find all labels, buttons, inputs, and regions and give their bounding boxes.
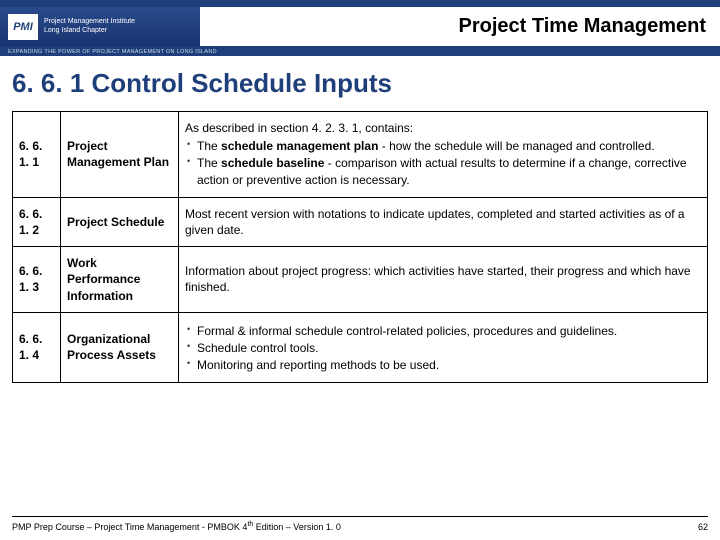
bullet-item: Monitoring and reporting methods to be u…	[185, 357, 701, 373]
table-row: 6. 6. 1. 4Organizational Process Assets F…	[13, 312, 708, 383]
inputs-table: 6. 6. 1. 1Project Management Plan As desc…	[12, 111, 708, 383]
row-name: Project Management Plan	[61, 112, 179, 198]
row-number: 6. 6. 1. 3	[13, 247, 61, 313]
row-number: 6. 6. 1. 4	[13, 312, 61, 383]
tagline-bar: EXPANDING THE POWER OF PROJECT MANAGEMEN…	[0, 48, 720, 56]
slide-footer: PMP Prep Course – Project Time Managemen…	[12, 516, 708, 532]
pmi-logo: PMI Project Management Institute Long Is…	[0, 7, 200, 46]
pmi-logo-mark: PMI	[8, 14, 38, 40]
row-intro: As described in section 4. 2. 3. 1, cont…	[185, 120, 701, 136]
row-description: Most recent version with notations to in…	[179, 197, 708, 246]
bullet-item: Formal & informal schedule control-relat…	[185, 323, 701, 339]
table-row: 6. 6. 1. 2Project ScheduleMost recent ve…	[13, 197, 708, 246]
pmi-logo-text: Project Management Institute Long Island…	[44, 18, 135, 34]
row-text: Most recent version with notations to in…	[185, 206, 701, 238]
slide-header: PMI Project Management Institute Long Is…	[0, 0, 720, 48]
logo-line-2: Long Island Chapter	[44, 27, 135, 35]
footer-text: PMP Prep Course – Project Time Managemen…	[12, 521, 341, 532]
bullet-item: The schedule baseline - comparison with …	[185, 155, 701, 187]
section-title: 6. 6. 1 Control Schedule Inputs	[0, 56, 720, 107]
bullet-list: Formal & informal schedule control-relat…	[185, 323, 701, 374]
slide-title: Project Time Management	[200, 7, 720, 46]
row-name: Project Schedule	[61, 197, 179, 246]
page-number: 62	[698, 522, 708, 532]
row-number: 6. 6. 1. 1	[13, 112, 61, 198]
row-name: Work Performance Information	[61, 247, 179, 313]
logo-line-1: Project Management Institute	[44, 18, 135, 26]
row-text: Information about project progress: whic…	[185, 263, 701, 295]
row-description: As described in section 4. 2. 3. 1, cont…	[179, 112, 708, 198]
bullet-item: Schedule control tools.	[185, 340, 701, 356]
bullet-list: The schedule management plan - how the s…	[185, 138, 701, 188]
row-number: 6. 6. 1. 2	[13, 197, 61, 246]
row-description: Information about project progress: whic…	[179, 247, 708, 313]
row-description: Formal & informal schedule control-relat…	[179, 312, 708, 383]
bullet-item: The schedule management plan - how the s…	[185, 138, 701, 154]
row-name: Organizational Process Assets	[61, 312, 179, 383]
table-row: 6. 6. 1. 1Project Management Plan As desc…	[13, 112, 708, 198]
table-row: 6. 6. 1. 3Work Performance InformationIn…	[13, 247, 708, 313]
